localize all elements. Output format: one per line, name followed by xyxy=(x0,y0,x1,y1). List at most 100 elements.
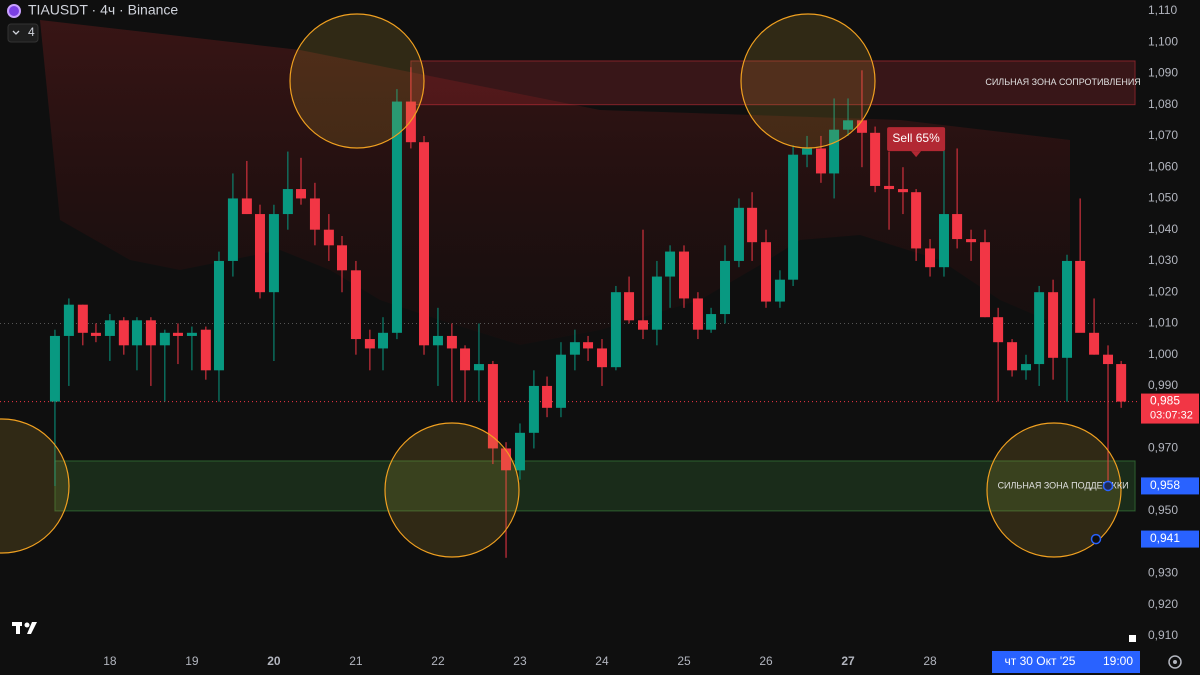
candle-body xyxy=(815,148,826,174)
time-badge-date: чт 30 Окт '25 xyxy=(1005,654,1076,668)
candle-body xyxy=(788,154,799,280)
candle-body xyxy=(761,242,772,302)
candle-body xyxy=(1103,354,1114,365)
candle-body xyxy=(733,207,744,261)
price-label-box xyxy=(1141,530,1199,548)
candle-body xyxy=(884,185,895,190)
zone xyxy=(54,460,1136,512)
signal-label: Sell 65% xyxy=(892,131,940,145)
candle-body xyxy=(528,385,539,433)
chevron-icon xyxy=(12,30,20,35)
y-tick-label: 1,030 xyxy=(1148,253,1178,267)
y-tick-label: 1,000 xyxy=(1148,347,1178,361)
candle-body xyxy=(569,342,580,355)
candle-body xyxy=(172,332,183,336)
x-tick-label: 18 xyxy=(103,654,117,668)
candle-body xyxy=(460,348,471,371)
candle-body xyxy=(254,214,265,293)
price-marker xyxy=(1090,533,1102,545)
candle-body xyxy=(1075,260,1086,333)
candle-body xyxy=(131,320,142,346)
y-tick-label: 0,950 xyxy=(1148,503,1178,517)
candle-body xyxy=(555,354,566,408)
indicator-count: 4 xyxy=(28,25,35,39)
candle-body xyxy=(938,214,949,268)
candle-body xyxy=(952,214,963,240)
x-tick-label: 20 xyxy=(267,654,281,668)
y-tick-label: 1,060 xyxy=(1148,159,1178,173)
indicator-toggle[interactable] xyxy=(7,23,39,43)
time-badge-time: 19:00 xyxy=(1103,654,1133,668)
candle-body xyxy=(364,339,375,349)
x-tick-label: 27 xyxy=(841,654,855,668)
candle-body xyxy=(720,260,731,315)
y-tick-label: 1,080 xyxy=(1148,97,1178,111)
highlight-circle xyxy=(740,13,876,149)
candle-body xyxy=(432,335,443,346)
candle-body xyxy=(419,142,430,346)
candle-body xyxy=(337,245,347,271)
zone-label: СИЛЬНАЯ ЗОНА ПОДДЕРЖКИ xyxy=(998,480,1129,490)
candle-body xyxy=(145,320,156,346)
x-tick-label: 24 xyxy=(595,654,609,668)
candle-body xyxy=(979,242,990,318)
candle-body xyxy=(200,329,211,371)
candle-body xyxy=(213,260,224,371)
time-badge-box xyxy=(992,651,1140,673)
candle-body xyxy=(651,276,662,330)
candle-body xyxy=(323,229,334,246)
symbol-icon xyxy=(7,4,21,18)
candle-body xyxy=(77,304,88,333)
candle-body xyxy=(802,148,813,155)
price-label-box xyxy=(1141,477,1199,495)
candle-body xyxy=(378,332,389,349)
candle-body xyxy=(1116,364,1127,402)
y-tick-label: 1,100 xyxy=(1148,34,1178,48)
y-tick-label: 0,910 xyxy=(1148,628,1178,642)
candle-body xyxy=(1089,332,1100,355)
candle-body xyxy=(90,332,101,336)
candle-body xyxy=(514,432,525,471)
candle-body xyxy=(870,132,881,186)
candle-body xyxy=(706,314,717,330)
x-tick-label: 26 xyxy=(759,654,773,668)
candle-body xyxy=(856,120,867,133)
candle-body xyxy=(665,251,676,277)
candle-body xyxy=(911,192,922,249)
x-tick-label: 19 xyxy=(185,654,199,668)
candle-body xyxy=(774,279,785,302)
candle-body xyxy=(1007,342,1018,371)
candle-body xyxy=(268,214,279,293)
marker-square xyxy=(1129,635,1136,642)
x-tick-label: 23 xyxy=(513,654,527,668)
y-tick-label: 1,020 xyxy=(1148,284,1178,298)
highlight-circle xyxy=(986,422,1122,558)
candle-body xyxy=(159,332,170,346)
candle-body xyxy=(49,335,60,402)
x-tick-label: 25 xyxy=(677,654,691,668)
highlight-circle xyxy=(0,418,70,554)
price-label-box xyxy=(1141,393,1199,424)
candle-body xyxy=(391,101,402,333)
settings-icon[interactable] xyxy=(1168,655,1182,669)
y-tick-label: 0,920 xyxy=(1148,597,1178,611)
candle-body xyxy=(186,332,197,336)
chart-title: TIAUSDT · 4ч · Binance xyxy=(28,2,178,18)
candle-body xyxy=(692,298,703,330)
candle-body xyxy=(542,385,553,408)
y-tick-label: 0,990 xyxy=(1148,378,1178,392)
price-marker xyxy=(1102,480,1114,492)
candle-body xyxy=(925,248,936,268)
y-tick-label: 0,970 xyxy=(1148,441,1178,455)
price-label: 0,941 xyxy=(1150,531,1180,545)
x-tick-label: 22 xyxy=(431,654,445,668)
y-tick-label: 1,070 xyxy=(1148,128,1178,142)
candle-body xyxy=(501,448,512,471)
candle-body xyxy=(596,348,607,368)
highlight-circle xyxy=(384,422,520,558)
candle-body xyxy=(829,129,840,174)
candle-body xyxy=(897,189,908,193)
x-tick-label: 28 xyxy=(923,654,937,668)
candle-body xyxy=(624,292,635,321)
